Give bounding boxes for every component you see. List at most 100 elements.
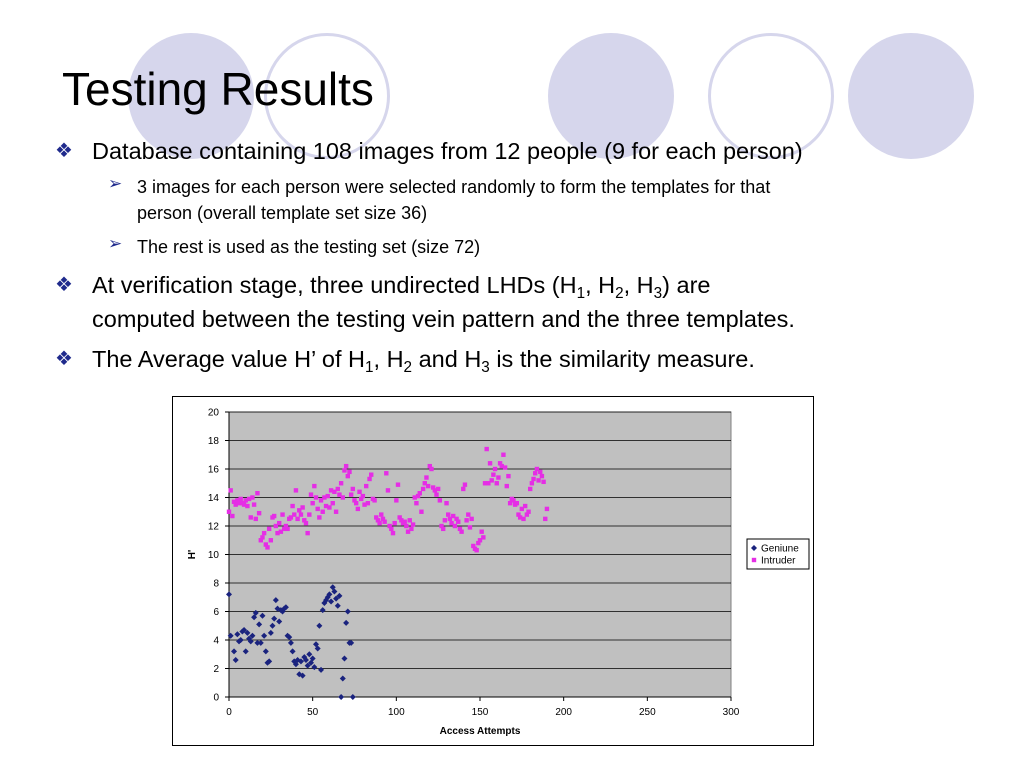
intruder-point — [457, 526, 463, 532]
geniune-point — [336, 592, 343, 599]
intruder-point — [358, 496, 364, 502]
intruder-point — [374, 515, 379, 520]
sub-bullet-item-continuation: person (overall template set size 36) — [137, 203, 428, 223]
geniune-point — [267, 629, 274, 636]
intruder-point — [340, 495, 345, 500]
geniune-point — [324, 594, 331, 601]
intruder-point — [338, 481, 344, 486]
legend-box — [746, 538, 810, 570]
intruder-point — [384, 471, 389, 476]
intruder-point — [303, 520, 309, 526]
geniune-point — [316, 622, 323, 629]
intruder-point — [230, 513, 235, 519]
intruder-point — [501, 452, 506, 457]
intruder-point — [497, 461, 503, 466]
intruder-point — [454, 516, 459, 522]
intruder-point — [538, 469, 543, 475]
intruder-point — [312, 483, 317, 489]
geniune-point — [304, 662, 311, 669]
intruder-point — [496, 475, 501, 480]
intruder-point — [444, 501, 449, 506]
intruder-point — [241, 502, 247, 507]
intruder-point — [506, 473, 511, 479]
intruder-point — [327, 505, 332, 510]
intruder-point — [447, 516, 453, 522]
geniune-point — [323, 597, 330, 604]
intruder-point — [302, 518, 307, 523]
intruder-point — [342, 468, 347, 473]
legend-label: Intruder — [761, 556, 796, 567]
intruder-point — [348, 492, 354, 497]
intruder-point — [464, 518, 469, 523]
geniune-point — [313, 641, 320, 648]
intruder-point — [469, 516, 474, 522]
intruder-point — [409, 526, 414, 532]
geniune-point — [231, 648, 238, 655]
intruder-point — [385, 488, 391, 493]
intruder-point — [231, 499, 237, 504]
geniune-point — [289, 648, 296, 655]
intruder-point — [283, 523, 289, 529]
geniune-point — [306, 651, 313, 658]
intruder-point — [491, 472, 496, 477]
intruder-point — [307, 512, 312, 517]
intruder-point — [451, 513, 456, 519]
intruder-point — [481, 535, 486, 540]
intruder-point — [390, 530, 396, 536]
intruder-point — [521, 516, 526, 522]
geniune-point — [286, 634, 293, 641]
geniune-point — [314, 645, 321, 652]
geniune-point — [307, 659, 314, 666]
decorative-circle-filled — [848, 33, 974, 159]
intruder-point — [499, 463, 504, 469]
bullet-item: At verification stage, three undirected … — [92, 272, 711, 302]
y-tick-label: 12 — [208, 522, 220, 533]
intruder-point — [492, 466, 498, 472]
intruder-point — [459, 529, 464, 534]
x-tick-label: 150 — [472, 707, 489, 718]
geniune-point — [339, 675, 346, 682]
intruder-point — [328, 488, 334, 493]
geniune-point — [232, 656, 239, 663]
intruder-point — [320, 509, 325, 514]
intruder-point — [420, 486, 426, 492]
intruder-point — [382, 519, 387, 524]
geniune-point — [271, 615, 278, 622]
intruder-point — [424, 475, 429, 480]
geniune-point — [292, 661, 299, 668]
geniune-point — [246, 635, 253, 642]
geniune-point — [333, 595, 340, 602]
intruder-point — [435, 486, 441, 492]
intruder-point — [258, 538, 263, 543]
intruder-point — [352, 498, 357, 503]
intruder-point — [248, 515, 253, 520]
intruder-point — [277, 520, 282, 526]
y-tick-label: 18 — [208, 436, 220, 447]
geniune-point — [329, 584, 336, 591]
decorative-circle-filled — [548, 33, 674, 159]
geniune-point — [256, 621, 263, 628]
intruder-point — [255, 491, 260, 496]
intruder-point — [343, 463, 349, 469]
intruder-point — [410, 522, 416, 527]
intruder-point — [487, 461, 493, 466]
intruder-point — [395, 482, 401, 487]
intruder-point — [422, 481, 427, 486]
intruder-point — [233, 502, 238, 507]
geniune-point — [249, 632, 256, 639]
y-tick-label: 4 — [213, 636, 219, 647]
intruder-point — [353, 501, 359, 506]
legend-marker-intruder — [751, 557, 757, 563]
intruder-point — [288, 515, 294, 520]
intruder-point — [236, 501, 242, 506]
geniune-point — [269, 622, 276, 629]
scatter-chart: 0 2 4 6 8 10 12 14 16 18 20 0 50 100 150 200 250 300 Acces… — [172, 396, 814, 746]
intruder-point — [379, 512, 384, 517]
geniune-point — [319, 607, 326, 614]
intruder-point — [295, 516, 300, 522]
intruder-point — [322, 495, 327, 500]
intruder-point — [439, 523, 444, 529]
intruder-point — [425, 483, 431, 489]
intruder-point — [278, 529, 284, 534]
intruder-point — [293, 488, 299, 493]
